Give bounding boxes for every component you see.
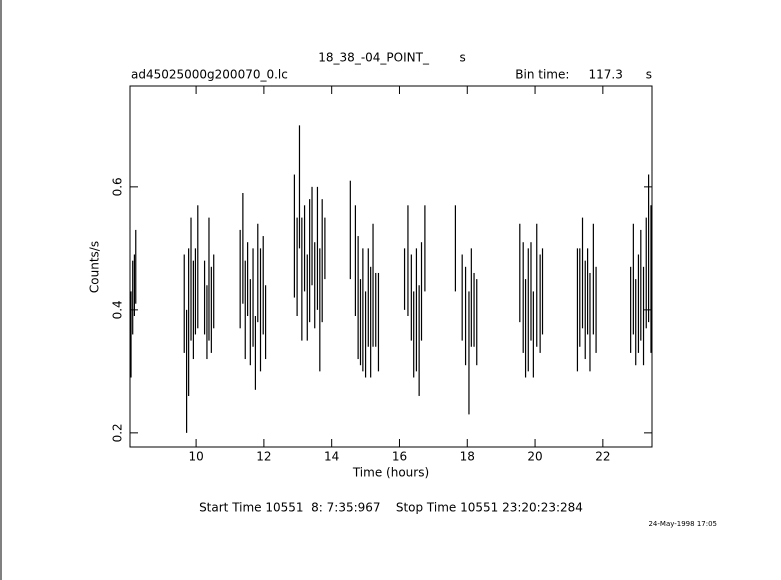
x-tick-label: 16 <box>392 450 407 464</box>
date-stamp: 24-May-1998 17:05 <box>648 520 717 528</box>
y-tick-label: 0.6 <box>111 177 125 196</box>
x-tick-label: 14 <box>324 450 339 464</box>
y-tick-label: 0.4 <box>111 300 125 319</box>
x-tick-label: 12 <box>256 450 271 464</box>
x-tick-label: 18 <box>460 450 475 464</box>
x-tick-label: 20 <box>527 450 542 464</box>
x-tick-label: 10 <box>188 450 203 464</box>
y-tick-label: 0.2 <box>111 423 125 442</box>
y-axis-label: Counts/s <box>88 241 102 293</box>
bin-label: Bin time: 117.3 s <box>515 68 652 82</box>
file-label: ad45025000g200070_0.lc <box>131 68 288 82</box>
chart-title: 18_38_-04_POINT_ s <box>318 51 465 65</box>
x-axis-label: Time (hours) <box>352 466 429 480</box>
plot-frame <box>129 85 653 448</box>
footer: Start Time 10551 8: 7:35:967 Stop Time 1… <box>199 501 583 515</box>
x-tick-label: 22 <box>595 450 610 464</box>
